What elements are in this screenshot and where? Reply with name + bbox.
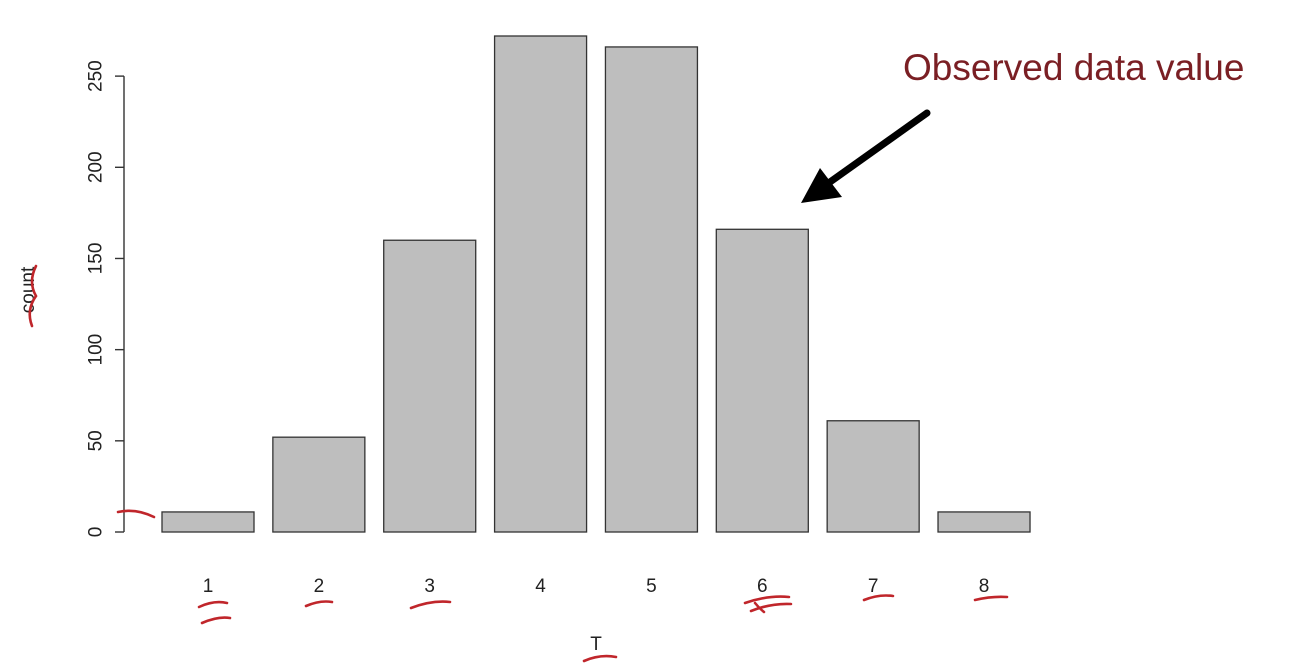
ink-mark-x6-b bbox=[749, 602, 793, 613]
x-tick-label: 1 bbox=[203, 576, 214, 597]
x-tick-label: 6 bbox=[757, 576, 768, 597]
y-tick-label: 200 bbox=[86, 151, 107, 183]
x-tick-label: 4 bbox=[535, 576, 546, 597]
bar bbox=[826, 420, 920, 533]
ink-mark-x7 bbox=[862, 594, 895, 602]
annotation-arrow-shaft bbox=[826, 109, 931, 186]
x-tick-labels: 1 2 3 4 5 6 7 8 bbox=[203, 576, 990, 597]
bars bbox=[161, 35, 1031, 533]
bar bbox=[161, 511, 255, 533]
x-tick-label: 5 bbox=[646, 576, 657, 597]
x-axis-title: T bbox=[590, 634, 602, 655]
x-tick-label: 3 bbox=[424, 576, 435, 597]
x-tick-label: 8 bbox=[979, 576, 990, 597]
ink-mark-count-underline bbox=[28, 264, 38, 328]
ink-mark-x1-a bbox=[197, 600, 229, 609]
ink-mark-x1-b bbox=[200, 616, 232, 625]
bar bbox=[272, 436, 366, 533]
bar bbox=[383, 239, 477, 533]
bar bbox=[715, 228, 809, 533]
bar bbox=[937, 511, 1031, 533]
handwritten-marks bbox=[28, 264, 1009, 663]
y-tick-label: 150 bbox=[86, 243, 107, 275]
x-tick-label: 2 bbox=[314, 576, 325, 597]
y-tick-label: 250 bbox=[86, 60, 107, 92]
ink-mark-x3 bbox=[409, 600, 452, 610]
bar bbox=[604, 46, 699, 533]
ink-mark-x8 bbox=[973, 595, 1009, 602]
y-axis: 0 50 100 150 200 250 bbox=[86, 60, 125, 538]
annotation-arrow-head bbox=[801, 168, 842, 203]
bar bbox=[493, 35, 588, 533]
y-tick-label: 100 bbox=[86, 334, 107, 366]
y-tick-label: 0 bbox=[86, 527, 107, 538]
ink-mark-x6-a bbox=[743, 595, 791, 605]
annotation: Observed data value bbox=[801, 47, 1244, 203]
ink-mark-x6-c bbox=[753, 601, 766, 614]
y-tick-label: 50 bbox=[86, 430, 107, 451]
ink-mark-zero-line bbox=[116, 509, 156, 519]
x-tick-label: 7 bbox=[868, 576, 879, 597]
ink-mark-x2 bbox=[304, 600, 334, 608]
annotation-text: Observed data value bbox=[903, 47, 1244, 88]
y-axis-title: count bbox=[18, 266, 39, 313]
ink-mark-xlabel bbox=[582, 654, 618, 663]
